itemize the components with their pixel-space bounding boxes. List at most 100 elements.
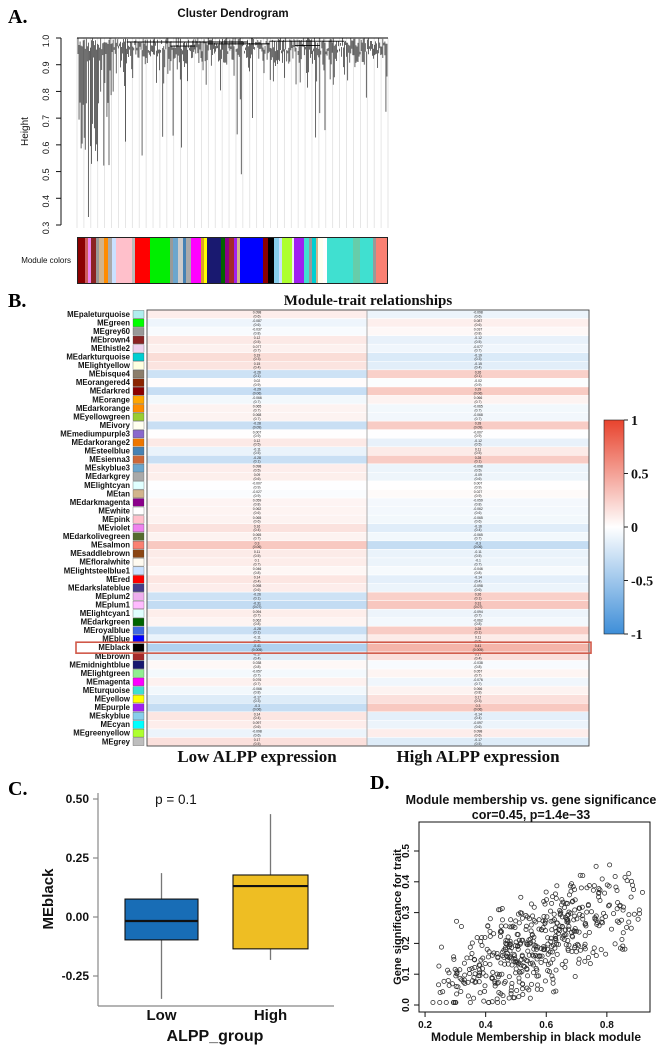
scatter-point (571, 917, 577, 923)
cell-cor-value: 0.12 (254, 336, 261, 340)
cell-cor-value: -0.097 (473, 721, 483, 725)
colorbar-tick-label: -1 (631, 628, 643, 643)
scatter-point (593, 953, 599, 959)
scatter-point (529, 952, 535, 958)
cell-p-value: (0.5) (475, 639, 482, 643)
cell-p-value: (0.1) (254, 597, 261, 601)
cell-p-value: (0.005) (252, 648, 263, 652)
scatter-point (529, 981, 534, 987)
module-color-segment (96, 238, 100, 283)
scatter-point (613, 884, 619, 890)
module-swatch (132, 361, 145, 370)
module-row-label: MEdarkorange (76, 404, 131, 413)
box-high (232, 874, 309, 950)
cell-cor-value: 0.062 (253, 618, 262, 622)
cell-cor-value: 0.037 (474, 328, 483, 332)
scatter-point (467, 944, 473, 950)
module-row-label: MEsteelblue (85, 447, 131, 456)
scatter-point (501, 954, 507, 960)
scatter-point (454, 991, 460, 997)
module-color-segment (315, 238, 318, 283)
module-color-segment (191, 238, 201, 283)
scatter-point (572, 897, 578, 903)
scatter-point (635, 916, 641, 922)
module-color-segment (104, 238, 108, 283)
module-swatch (132, 669, 145, 678)
scatter-point (617, 902, 623, 908)
cell-cor-value: 0.17 (475, 695, 482, 699)
scatter-point (549, 900, 555, 906)
module-swatch (132, 310, 145, 319)
cell-p-value: (0.7) (254, 537, 261, 541)
scatter-point (499, 971, 505, 977)
scatter-point (503, 946, 509, 952)
cell-p-value: (0.6) (254, 733, 261, 737)
module-color-segment (229, 238, 234, 283)
scatter-point (500, 993, 506, 999)
scatter-point (526, 987, 532, 993)
scatter-point (545, 941, 551, 947)
scatter-point (535, 982, 541, 988)
cell-p-value: (0.3) (254, 699, 261, 703)
scatter-point (519, 915, 525, 921)
cell-cor-value: -0.007 (473, 430, 483, 434)
module-row-label: MEbrown (95, 652, 130, 661)
scatter-point (620, 930, 626, 936)
scatter-point (524, 967, 530, 972)
cell-cor-value: -0.098 (252, 730, 262, 734)
scatter-point (637, 911, 643, 917)
cell-cor-value: -0.29 (253, 388, 261, 392)
scatter-point (497, 907, 503, 913)
module-row-label: MEdarkorange2 (72, 438, 131, 447)
scatter-point (528, 901, 534, 907)
y-tick-label: 0.4 (41, 195, 51, 208)
scatter-point (569, 881, 575, 887)
cell-p-value: (0.4) (475, 579, 482, 583)
scatter-point (585, 955, 591, 961)
cell-p-value: (0.06) (474, 545, 483, 549)
scatter-point (496, 907, 502, 913)
module-row-label: MEplum1 (95, 600, 130, 609)
y-tick-label: 0.4 (401, 874, 412, 888)
cell-cor-value: -0.038 (473, 661, 483, 665)
cell-cor-value: 0.087 (474, 319, 483, 323)
scatter-point (482, 988, 488, 994)
cell-cor-value: 0.41 (475, 644, 482, 648)
plot-box (418, 821, 651, 1013)
module-row-label: MEcyan (101, 720, 131, 729)
scatter-point (492, 980, 498, 986)
module-swatch (132, 600, 145, 609)
scatter-point (518, 962, 524, 968)
scatter-point (640, 889, 645, 895)
scatter-point (607, 862, 613, 868)
module-color-segment (304, 238, 310, 283)
module-color-segment (87, 238, 92, 283)
scatter-point (502, 961, 508, 967)
scatter-point (476, 979, 482, 985)
cell-cor-value: -0.12 (474, 439, 482, 443)
scatter-point (462, 981, 468, 986)
scatter-point (491, 950, 497, 956)
module-color-segment (169, 238, 174, 283)
scatter-point (533, 952, 539, 958)
dendrogram-plot: 1.0 0.9 0.8 0.7 0.6 0.5 0.4 0.3 Height Module col… (20, 35, 389, 265)
scatter-point (599, 916, 605, 922)
scatter-point (560, 933, 566, 939)
cell-p-value: (0.6) (254, 323, 261, 327)
cell-cor-value: 0.065 (253, 533, 262, 537)
scatter-point (550, 980, 556, 986)
module-swatch (132, 481, 145, 490)
scatter-point (570, 934, 576, 940)
cell-cor-value: -0.12 (474, 336, 482, 340)
scatter-point (551, 917, 557, 923)
scatter-point (481, 998, 487, 1004)
scatter-point (477, 970, 483, 976)
scatter-point (453, 973, 459, 979)
module-row-label: MEskyblue3 (85, 464, 131, 473)
module-color-segment (353, 238, 360, 283)
module-swatch (132, 703, 145, 712)
scatter-point (465, 993, 471, 999)
cell-cor-value: 0.11 (475, 447, 481, 451)
scatter-point (437, 1000, 443, 1006)
cell-p-value: (0.4) (254, 716, 261, 720)
